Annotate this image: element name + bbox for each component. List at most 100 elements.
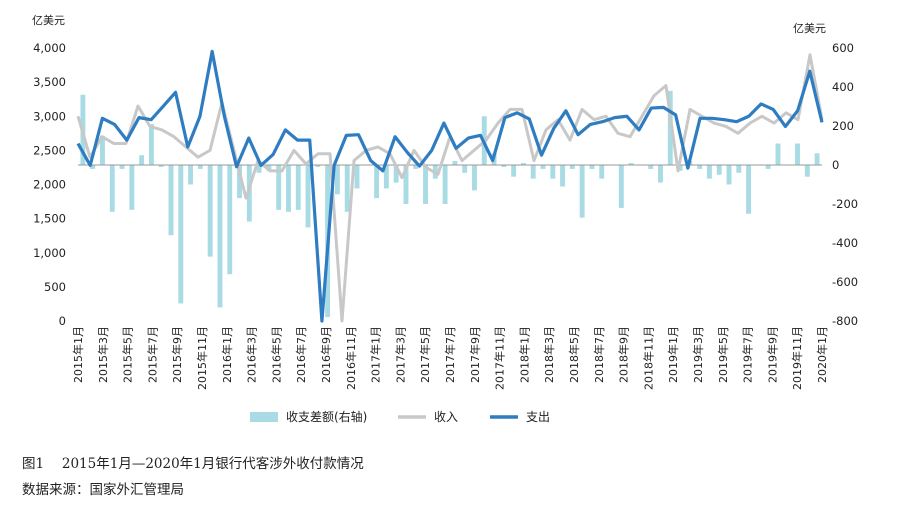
balance-bar [178,165,184,304]
balance-bar [315,165,321,167]
balance-bar [579,165,585,218]
x-tick-label: 2017年11月 [493,326,507,390]
balance-bar [276,165,282,210]
balance-bar [618,165,624,208]
x-tick-label: 2015年11月 [195,326,209,390]
right-axis-ticks: -800 -600 -400 -200 0 200 400 600 [832,41,858,328]
balance-bar [765,165,771,169]
balance-bar [90,165,96,169]
balance-bar [158,165,164,167]
x-tick-label: 2019年3月 [691,326,705,383]
balance-bars [80,90,820,318]
x-tick-label: 2015年3月 [96,326,110,383]
x-tick-label: 2016年11月 [344,326,358,390]
balance-bar [599,165,605,179]
x-tick-label: 2015年5月 [121,326,135,383]
balance-bar [168,165,174,236]
right-tick-label: 400 [832,80,854,94]
x-tick-label: 2015年1月 [71,326,85,383]
balance-bar [736,165,742,173]
balance-bar [569,165,575,169]
left-tick-label: 2,500 [33,143,66,157]
right-tick-label: -400 [832,236,858,250]
balance-bar [413,165,419,169]
balance-bar [560,165,566,187]
balance-bar [266,165,272,171]
right-tick-label: -200 [832,197,858,211]
balance-bar [706,165,712,179]
balance-bar [237,165,242,199]
figure-title: 图1 2015年1月—2020年1月银行代客涉外收付款情况 [22,456,364,472]
x-tick-label: 2016年5月 [269,326,283,383]
balance-bar [403,165,409,204]
balance-bar [775,143,781,165]
balance-bar [628,163,634,165]
balance-bar [442,165,448,204]
x-tick-label: 2019年1月 [666,326,680,383]
balance-bar [648,165,654,169]
left-tick-label: 1,500 [33,212,66,226]
balance-bar [472,165,477,191]
balance-bar [129,165,135,210]
balance-bar [452,161,458,165]
balance-bar [119,165,125,169]
balance-bar [540,165,546,169]
legend-label: 收入 [434,410,458,424]
balance-bar [530,165,536,179]
x-tick-label: 2018年5月 [567,326,581,383]
x-tick-label: 2019年11月 [790,326,804,390]
balance-bar [804,165,810,177]
balance-bar [795,143,800,165]
balance-bar [295,165,301,210]
balance-bar [511,165,517,177]
expenditure-line [76,49,824,323]
right-tick-label: -800 [832,314,858,328]
data-source: 数据来源：国家外汇管理局 [22,482,184,498]
combo-chart: 亿美元 亿美元 0 500 1,000 1,500 2,000 2,500 3,000 3,5… [32,14,858,424]
x-tick-label: 2017年5月 [418,326,432,383]
balance-bar [286,165,291,212]
x-tick-label: 2019年5月 [716,326,730,383]
left-tick-label: 4,000 [33,41,66,55]
balance-bar [462,165,468,173]
balance-bar [374,165,380,199]
x-tick-label: 2019年7月 [741,326,755,383]
right-tick-label: 0 [832,158,839,172]
x-tick-label: 2018年3月 [542,326,556,383]
balance-bar [423,165,428,204]
x-axis-ticks: 2015年1月 2015年3月 2015年5月 2015年7月 2015年9月 2015年… [71,326,829,390]
x-tick-label: 2015年7月 [145,326,159,383]
balance-bar [501,165,507,167]
legend-label: 收支差额(右轴) [286,409,367,424]
right-tick-label: -600 [832,275,858,289]
x-tick-label: 2016年1月 [220,326,234,383]
income-line [76,53,824,323]
x-tick-label: 2018年11月 [641,326,655,390]
x-tick-label: 2018年7月 [592,326,606,383]
balance-bar [217,165,223,308]
balance-bar [667,90,673,165]
x-tick-label: 2017年3月 [393,326,407,383]
x-tick-label: 2018年9月 [617,326,631,383]
balance-bar [383,165,389,189]
balance-bar [354,165,360,189]
balance-bar [227,165,233,275]
balance-bar [109,165,115,212]
balance-bar [100,135,105,165]
balance-bar [197,165,203,169]
x-tick-label: 2019年9月 [765,326,779,383]
right-axis-unit: 亿美元 [793,22,826,35]
x-tick-label: 2017年7月 [443,326,457,383]
balance-bar [697,165,703,169]
legend-swatch-bar [250,412,278,422]
left-tick-label: 0 [59,314,66,328]
balance-bar [188,165,194,185]
balance-bar [305,165,311,228]
balance-bar [393,165,399,183]
right-tick-label: 200 [832,119,854,133]
x-tick-label: 2020年1月 [815,326,829,383]
left-tick-label: 500 [44,280,66,294]
x-tick-label: 2016年3月 [245,326,259,383]
legend: 收支差额(右轴) 收入 支出 [250,409,550,424]
